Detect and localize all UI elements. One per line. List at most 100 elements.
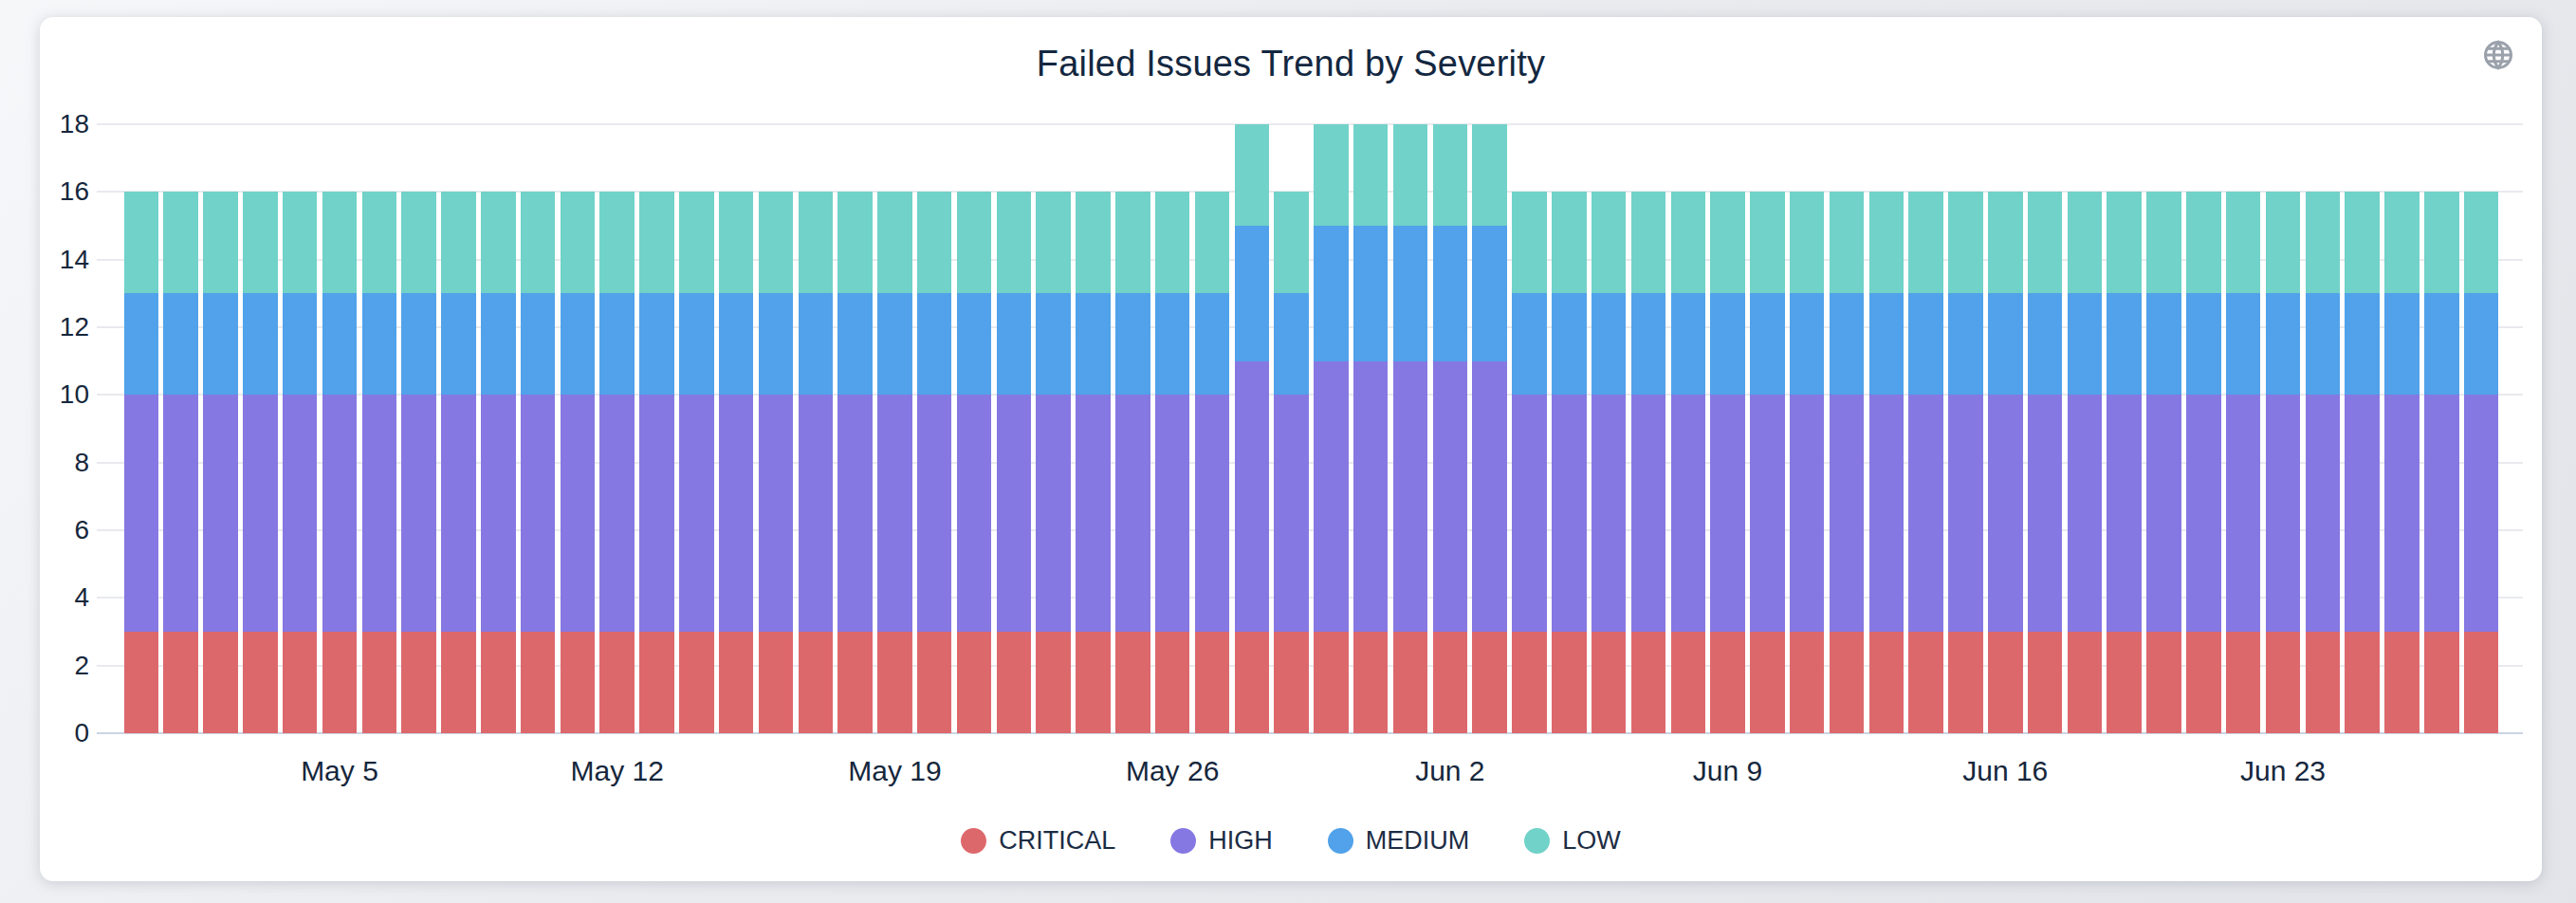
medium-bar-segment[interactable] [837, 293, 873, 395]
critical-bar-segment[interactable] [1631, 632, 1666, 733]
low-bar-segment[interactable] [521, 192, 556, 293]
low-bar-segment[interactable] [1393, 124, 1428, 226]
high-bar-segment[interactable] [1552, 395, 1587, 632]
legend-item-low[interactable]: LOW [1524, 828, 1621, 854]
low-bar-segment[interactable] [837, 192, 873, 293]
low-bar-segment[interactable] [1830, 192, 1865, 293]
high-bar-segment[interactable] [243, 395, 278, 632]
bar-stack-jun-1[interactable] [1393, 124, 1428, 733]
high-bar-segment[interactable] [837, 395, 873, 632]
high-bar-segment[interactable] [2384, 395, 2420, 632]
critical-bar-segment[interactable] [1235, 632, 1270, 733]
bar-stack-jun-25[interactable] [2345, 124, 2380, 733]
bar-stack-may-18[interactable] [837, 124, 873, 733]
critical-bar-segment[interactable] [163, 632, 198, 733]
globe-icon[interactable] [2481, 38, 2515, 72]
high-bar-segment[interactable] [1314, 361, 1349, 632]
bar-stack-jun-27[interactable] [2424, 124, 2459, 733]
medium-bar-segment[interactable] [1869, 293, 1904, 395]
critical-bar-segment[interactable] [837, 632, 873, 733]
low-bar-segment[interactable] [2146, 192, 2181, 293]
low-bar-segment[interactable] [2186, 192, 2221, 293]
critical-bar-segment[interactable] [1869, 632, 1904, 733]
bar-stack-jun-16[interactable] [1988, 124, 2023, 733]
high-bar-segment[interactable] [877, 395, 912, 632]
high-bar-segment[interactable] [1710, 395, 1745, 632]
low-bar-segment[interactable] [799, 192, 834, 293]
medium-bar-segment[interactable] [1393, 226, 1428, 361]
high-bar-segment[interactable] [283, 395, 318, 632]
critical-bar-segment[interactable] [1512, 632, 1547, 733]
high-bar-segment[interactable] [1512, 395, 1547, 632]
medium-bar-segment[interactable] [1314, 226, 1349, 361]
high-bar-segment[interactable] [2464, 395, 2499, 632]
critical-bar-segment[interactable] [719, 632, 754, 733]
medium-bar-segment[interactable] [2266, 293, 2301, 395]
bar-stack-may-12[interactable] [599, 124, 635, 733]
bar-stack-jun-3[interactable] [1472, 124, 1507, 733]
bar-stack-jun-4[interactable] [1512, 124, 1547, 733]
critical-bar-segment[interactable] [1472, 632, 1507, 733]
bar-stack-may-5[interactable] [322, 124, 358, 733]
critical-bar-segment[interactable] [2226, 632, 2261, 733]
low-bar-segment[interactable] [2384, 192, 2420, 293]
high-bar-segment[interactable] [2345, 395, 2380, 632]
medium-bar-segment[interactable] [322, 293, 358, 395]
low-bar-segment[interactable] [759, 192, 794, 293]
bar-stack-jun-6[interactable] [1592, 124, 1627, 733]
high-bar-segment[interactable] [759, 395, 794, 632]
high-bar-segment[interactable] [1155, 395, 1190, 632]
critical-bar-segment[interactable] [2146, 632, 2181, 733]
bar-stack-jun-12[interactable] [1830, 124, 1865, 733]
medium-bar-segment[interactable] [2146, 293, 2181, 395]
medium-bar-segment[interactable] [1908, 293, 1943, 395]
bar-stack-jun-11[interactable] [1790, 124, 1825, 733]
low-bar-segment[interactable] [2068, 192, 2103, 293]
bar-stack-jun-23[interactable] [2266, 124, 2301, 733]
medium-bar-segment[interactable] [1790, 293, 1825, 395]
medium-bar-segment[interactable] [1592, 293, 1627, 395]
medium-bar-segment[interactable] [2384, 293, 2420, 395]
high-bar-segment[interactable] [719, 395, 754, 632]
low-bar-segment[interactable] [1631, 192, 1666, 293]
medium-bar-segment[interactable] [997, 293, 1032, 395]
medium-bar-segment[interactable] [719, 293, 754, 395]
high-bar-segment[interactable] [639, 395, 674, 632]
high-bar-segment[interactable] [1988, 395, 2023, 632]
high-bar-segment[interactable] [2424, 395, 2459, 632]
medium-bar-segment[interactable] [283, 293, 318, 395]
bar-stack-jun-10[interactable] [1750, 124, 1785, 733]
legend-item-critical[interactable]: CRITICAL [961, 828, 1115, 854]
high-bar-segment[interactable] [1353, 361, 1389, 632]
medium-bar-segment[interactable] [2345, 293, 2380, 395]
critical-bar-segment[interactable] [1790, 632, 1825, 733]
high-bar-segment[interactable] [521, 395, 556, 632]
low-bar-segment[interactable] [283, 192, 318, 293]
bar-stack-jun-15[interactable] [1948, 124, 1983, 733]
bar-stack-jun-7[interactable] [1631, 124, 1666, 733]
bar-stack-may-11[interactable] [561, 124, 596, 733]
high-bar-segment[interactable] [2186, 395, 2221, 632]
low-bar-segment[interactable] [2028, 192, 2063, 293]
critical-bar-segment[interactable] [1353, 632, 1389, 733]
bar-stack-may-7[interactable] [401, 124, 436, 733]
critical-bar-segment[interactable] [1830, 632, 1865, 733]
low-bar-segment[interactable] [2345, 192, 2380, 293]
high-bar-segment[interactable] [1948, 395, 1983, 632]
low-bar-segment[interactable] [1750, 192, 1785, 293]
bar-stack-may-27[interactable] [1195, 124, 1230, 733]
bar-stack-may-9[interactable] [481, 124, 516, 733]
high-bar-segment[interactable] [2068, 395, 2103, 632]
critical-bar-segment[interactable] [243, 632, 278, 733]
critical-bar-segment[interactable] [1115, 632, 1150, 733]
low-bar-segment[interactable] [322, 192, 358, 293]
bar-stack-may-21[interactable] [957, 124, 992, 733]
critical-bar-segment[interactable] [2028, 632, 2063, 733]
medium-bar-segment[interactable] [679, 293, 714, 395]
high-bar-segment[interactable] [957, 395, 992, 632]
critical-bar-segment[interactable] [1988, 632, 2023, 733]
low-bar-segment[interactable] [1274, 192, 1309, 293]
bar-stack-apr-30[interactable] [124, 124, 159, 733]
high-bar-segment[interactable] [441, 395, 476, 632]
high-bar-segment[interactable] [1036, 395, 1071, 632]
